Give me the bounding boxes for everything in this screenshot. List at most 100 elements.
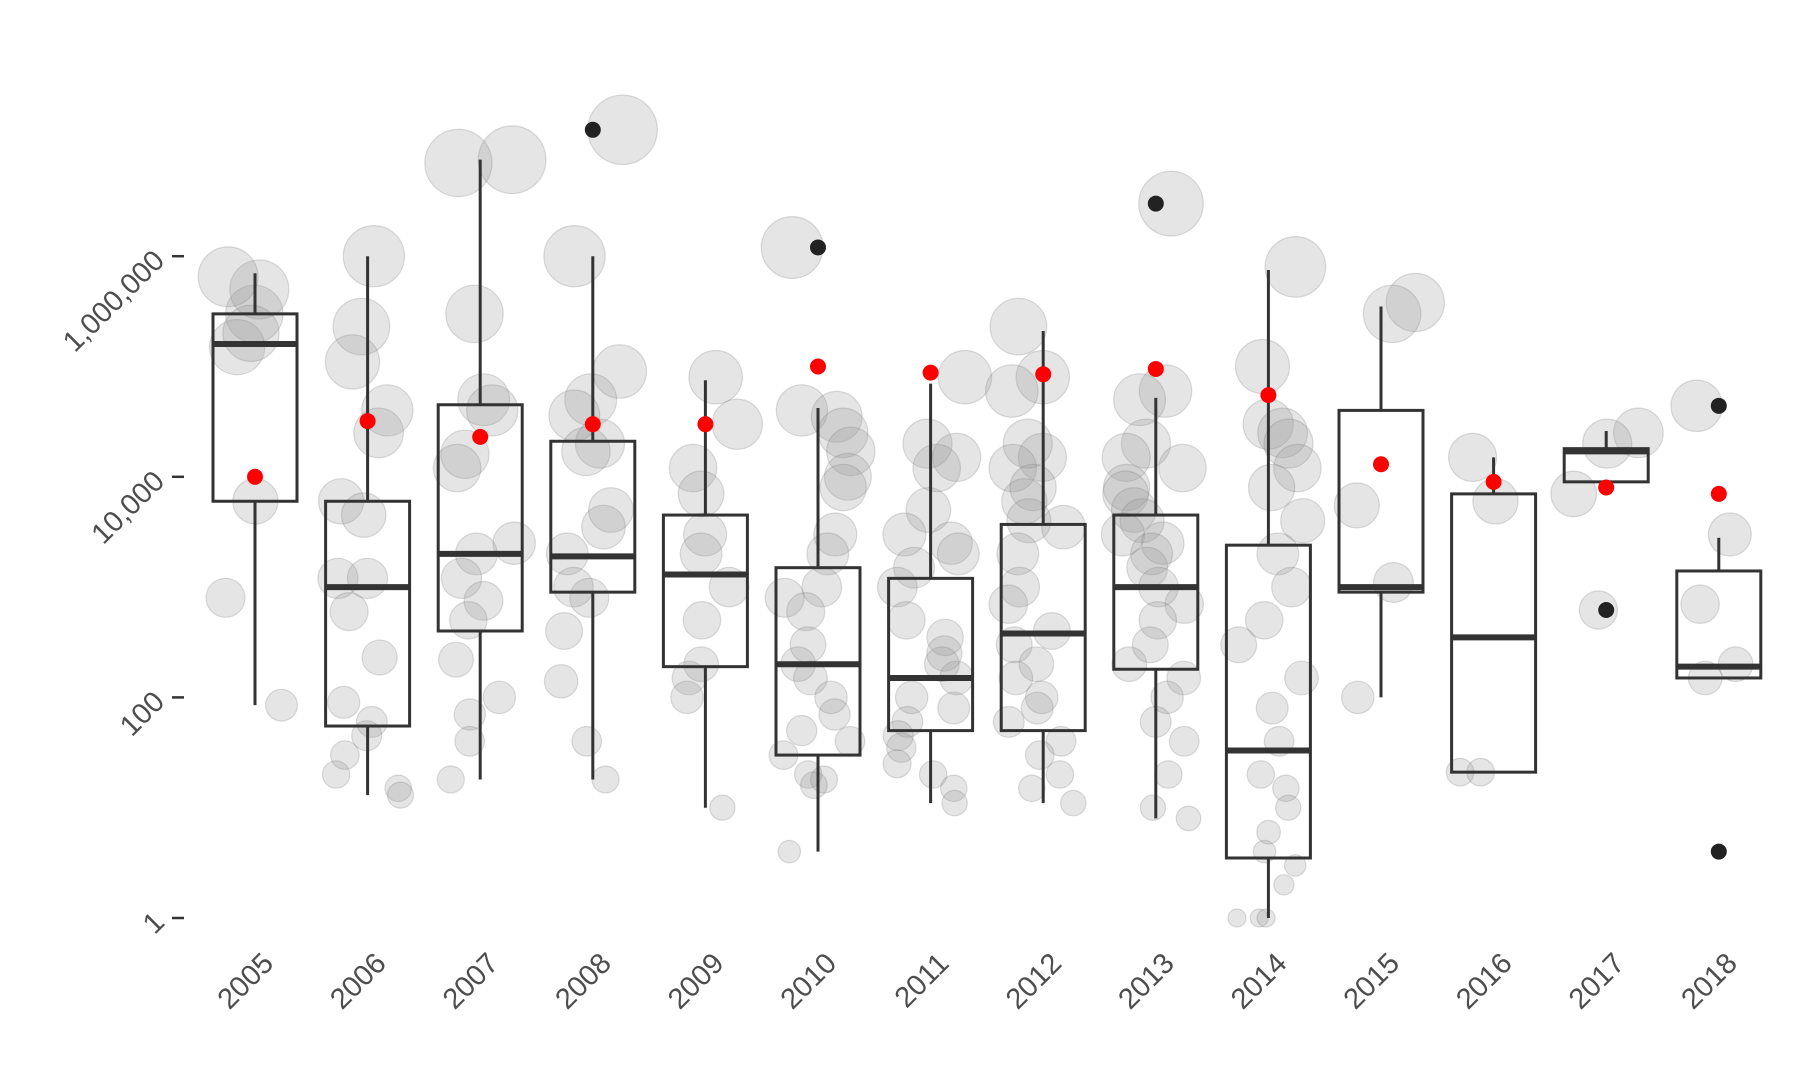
data-point <box>1220 626 1258 664</box>
data-point <box>1045 725 1077 757</box>
data-point <box>918 760 948 789</box>
data-point <box>1006 498 1052 544</box>
data-point <box>1680 584 1720 625</box>
box-iqr <box>999 522 1087 733</box>
y-tick-label: 1,000,000 <box>57 245 171 359</box>
data-point <box>543 663 579 699</box>
data-point <box>670 680 704 715</box>
data-point <box>1272 774 1300 803</box>
data-point <box>1060 789 1087 817</box>
data-point <box>882 749 912 779</box>
data-point <box>543 225 606 288</box>
data-point <box>677 470 725 518</box>
data-point <box>1280 498 1326 544</box>
data-point <box>208 318 266 376</box>
data-point <box>1257 407 1308 459</box>
data-point <box>1447 432 1498 482</box>
data-point <box>1234 338 1291 395</box>
x-tick-label: 2012 <box>1000 947 1068 1015</box>
data-point <box>1100 512 1146 557</box>
data-point <box>591 765 620 794</box>
data-point <box>1045 760 1075 789</box>
mean-marker <box>247 468 263 485</box>
data-point <box>709 794 736 821</box>
data-point <box>1138 364 1193 418</box>
data-point <box>984 364 1039 418</box>
x-tick-label: 2017 <box>1563 947 1631 1015</box>
data-point <box>813 512 858 557</box>
data-point <box>1102 470 1149 518</box>
data-point <box>679 532 723 576</box>
data-point <box>1154 760 1183 789</box>
outlier-point <box>1147 195 1164 212</box>
data-point <box>324 334 381 390</box>
data-point <box>825 426 876 477</box>
data-point <box>1041 504 1086 550</box>
data-point <box>1139 794 1167 821</box>
data-point <box>810 390 863 443</box>
mean-marker <box>584 416 601 433</box>
data-point <box>1113 373 1167 427</box>
box-iqr <box>661 513 749 669</box>
x-tick-label: 2005 <box>212 947 280 1015</box>
data-point <box>361 639 398 676</box>
box-iqr <box>1112 513 1200 671</box>
box-2018 <box>1675 397 1763 860</box>
box-2007 <box>436 159 524 780</box>
data-point <box>1102 463 1151 512</box>
box-2006 <box>324 256 412 796</box>
data-point <box>457 373 511 427</box>
data-point <box>445 284 504 344</box>
data-point <box>800 771 828 800</box>
data-point <box>1550 470 1598 518</box>
data-point <box>229 259 290 320</box>
data-point <box>819 463 867 512</box>
data-point <box>569 577 610 618</box>
mean-marker <box>1710 485 1727 502</box>
data-point <box>440 557 483 600</box>
data-point <box>1274 794 1302 821</box>
data-point <box>1256 819 1281 845</box>
x-tick-label: 2011 <box>889 947 956 1014</box>
data-point <box>453 698 486 731</box>
data-point <box>1150 680 1184 715</box>
data-point <box>1120 418 1172 469</box>
mean-marker <box>1035 366 1052 383</box>
data-point <box>553 566 594 608</box>
box-iqr <box>211 312 299 503</box>
data-point <box>1024 740 1055 770</box>
data-point <box>988 443 1038 493</box>
mean-marker <box>1147 360 1164 377</box>
x-tick-label: 2016 <box>1450 947 1518 1015</box>
data-point <box>923 646 960 683</box>
outlier-point <box>810 239 826 256</box>
mean-marker <box>1598 479 1615 496</box>
data-point <box>823 452 872 501</box>
box-iqr <box>1337 408 1425 594</box>
data-point <box>1246 760 1276 789</box>
data-point <box>936 532 980 576</box>
data-point <box>937 349 993 405</box>
data-point <box>466 384 519 437</box>
data-point <box>438 641 475 678</box>
data-point <box>463 580 504 621</box>
data-point <box>1247 463 1296 512</box>
data-point <box>330 740 360 770</box>
data-point <box>1273 443 1322 493</box>
data-point <box>1227 908 1247 928</box>
box-2008 <box>549 121 637 780</box>
data-point <box>1111 646 1148 683</box>
mean-marker <box>359 413 376 430</box>
data-point <box>1020 691 1054 725</box>
data-point <box>941 789 968 817</box>
data-point <box>876 566 918 608</box>
data-point <box>818 698 851 731</box>
x-tick-label: 2006 <box>324 947 392 1015</box>
data-point <box>321 760 351 789</box>
data-point <box>329 591 369 632</box>
data-point <box>1158 443 1207 493</box>
data-point <box>571 725 603 757</box>
data-point <box>814 680 848 715</box>
data-point <box>711 398 764 450</box>
data-point <box>1612 407 1664 459</box>
